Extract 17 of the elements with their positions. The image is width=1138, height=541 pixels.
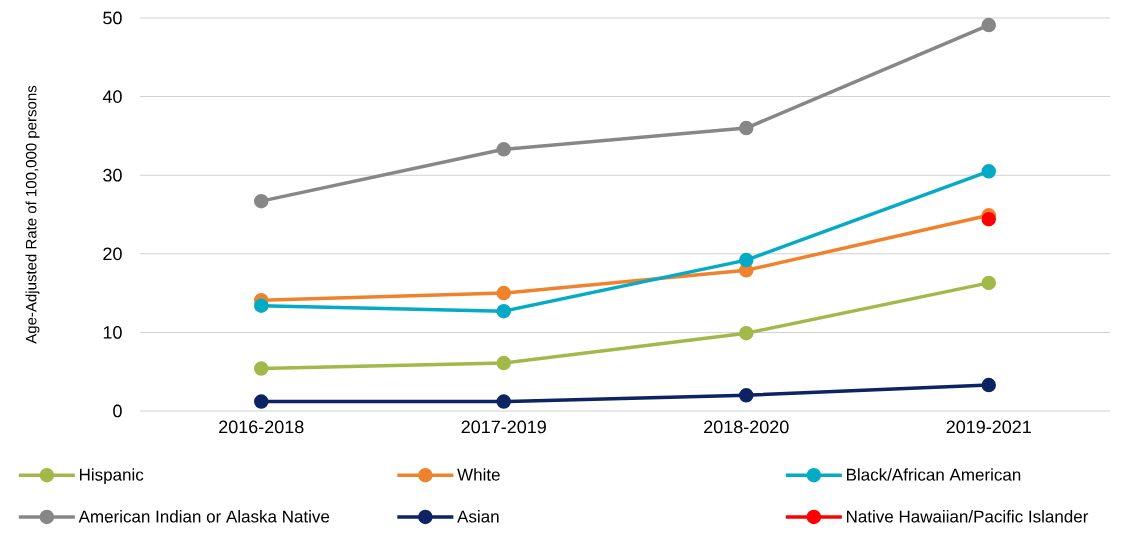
- x-tick-label: 2018-2020: [704, 420, 789, 434]
- legend-label: Asian: [457, 510, 499, 523]
- y-axis-title: Age-Adjusted Rate of 100,000 persons: [25, 85, 40, 344]
- legend-label: White: [457, 468, 500, 481]
- y-tick-label: 20: [103, 247, 122, 261]
- legend-label: Native Hawaiian/Pacific Islander: [846, 510, 1089, 523]
- y-tick-label: 0: [113, 404, 122, 418]
- y-tick-label: 40: [102, 90, 122, 103]
- x-tick-label: 2017-2019: [461, 420, 546, 434]
- x-tick-label: 2016-2018: [219, 420, 304, 434]
- legend-label: American Indian or Alaska Native: [78, 510, 330, 523]
- legend-label: Hispanic: [79, 468, 144, 485]
- y-tick-label: 10: [103, 326, 122, 339]
- legend-label: Black/African American: [846, 468, 1021, 481]
- y-tick-label: 30: [103, 168, 122, 182]
- x-tick-label: 2019-2021: [946, 420, 1031, 434]
- y-tick-label: 50: [103, 11, 122, 25]
